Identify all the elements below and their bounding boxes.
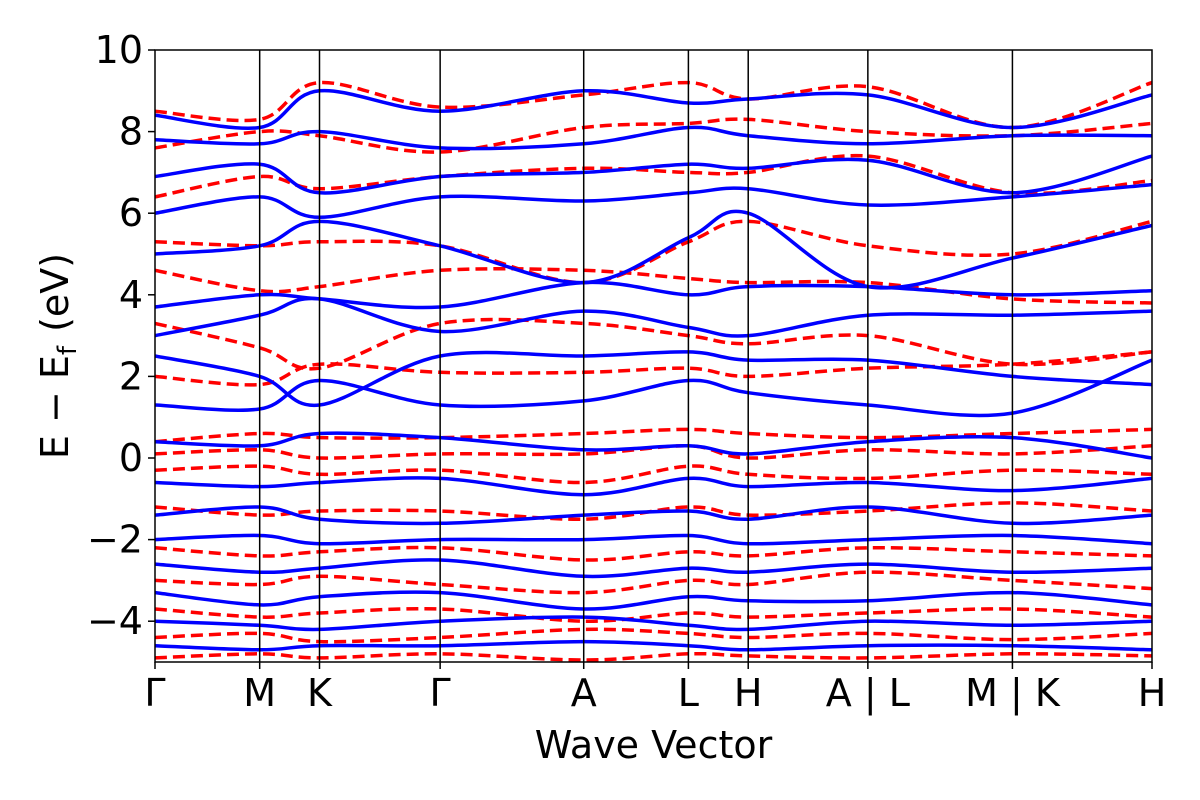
x-tick-label-1: M: [243, 671, 276, 715]
dashed-band-12: [155, 219, 1152, 285]
y-tick-label-0: −4: [87, 599, 143, 643]
dashed-band-15: [155, 80, 1152, 130]
y-tick-label-5: 6: [119, 191, 143, 235]
x-tick-label-5: L: [678, 671, 699, 715]
solid-band-4: [155, 533, 1152, 546]
solid-band-5: [155, 505, 1152, 526]
y-tick-label-1: −2: [87, 518, 143, 562]
x-axis-title: Wave Vector: [535, 723, 773, 767]
solid-band-6: [155, 476, 1152, 497]
dashed-band-1: [155, 627, 1152, 644]
dashed-band-4: [155, 545, 1152, 562]
x-tick-label-4: A: [571, 671, 597, 715]
solid-band-10: [155, 296, 1152, 338]
solid-band-11: [155, 280, 1152, 310]
x-tick-label-6: H: [734, 671, 763, 715]
solid-band-13: [155, 182, 1152, 220]
y-axis-title-subscript: f: [53, 345, 83, 355]
x-tick-label-2: K: [307, 671, 333, 715]
bands-layer: [155, 80, 1152, 662]
dashed-band-6: [155, 464, 1152, 485]
plot-frame: [154, 49, 1153, 663]
y-tick-label-3: 2: [119, 354, 143, 398]
solid-band-14: [155, 154, 1152, 195]
solid-band-7: [155, 431, 1152, 460]
solid-band-15: [155, 125, 1152, 151]
dashed-band-3: [155, 570, 1152, 595]
solid-band-3: [155, 558, 1152, 579]
y-axis-title-unit: (eV): [33, 253, 77, 332]
x-tick-label-0: Γ: [144, 671, 165, 715]
solid-band-12: [155, 209, 1152, 290]
solid-band-0: [155, 639, 1152, 652]
y-tick-label-6: 8: [119, 110, 143, 154]
solid-band-16: [155, 88, 1152, 130]
solid-band-9: [155, 350, 1152, 407]
dashed-band-10: [155, 317, 1152, 371]
dashed-band-13: [155, 153, 1152, 199]
y-axis-title: E − Ef (eV): [33, 253, 83, 459]
y-axis-title-main: E − E: [33, 355, 77, 459]
x-tick-label-9: H: [1138, 671, 1167, 715]
y-tick-label-4: 4: [119, 273, 143, 317]
y-axis: −4 −2 0 2 4 6 8 10: [87, 28, 155, 643]
dashed-band-0: [155, 651, 1152, 662]
x-tick-label-3: Γ: [430, 671, 451, 715]
solid-band-8: [155, 358, 1152, 418]
solid-band-1: [155, 615, 1152, 632]
dashed-band-9: [155, 350, 1152, 387]
x-tick-label-8: M | K: [965, 671, 1061, 716]
high-symmetry-lines: [258, 50, 1014, 662]
y-tick-label-2: 0: [119, 436, 143, 480]
x-tick-label-7: A | L: [826, 671, 910, 716]
y-tick-label-7: 10: [95, 28, 143, 72]
solid-band-2: [155, 590, 1152, 611]
dashed-band-2: [155, 606, 1152, 623]
